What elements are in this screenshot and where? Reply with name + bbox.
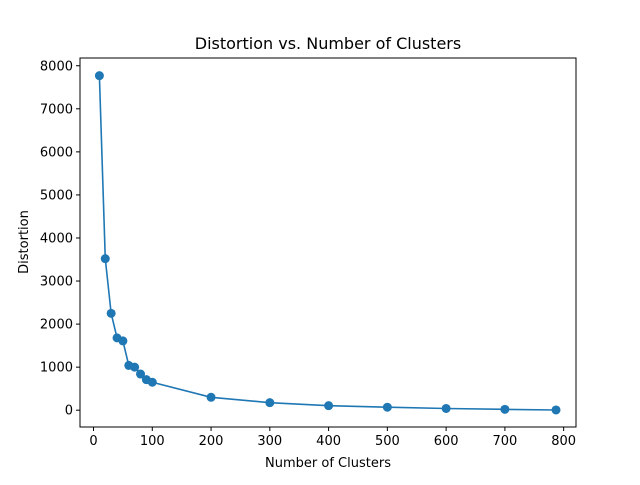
y-tick-label: 7000 — [40, 102, 73, 117]
data-point — [382, 402, 392, 412]
axes-frame — [79, 57, 577, 428]
data-point — [551, 405, 561, 415]
y-tick-label: 3000 — [40, 275, 73, 290]
data-point — [500, 404, 510, 414]
plot-area — [94, 71, 561, 415]
x-tick-label: 400 — [316, 434, 341, 449]
x-tick-label: 200 — [199, 434, 224, 449]
data-point — [441, 403, 451, 413]
data-point — [106, 308, 116, 318]
x-tick-label: 0 — [89, 434, 97, 449]
chart-title: Distortion vs. Number of Clusters — [195, 34, 461, 53]
data-point — [130, 362, 140, 372]
y-tick-label: 6000 — [40, 145, 73, 160]
data-point — [118, 336, 128, 346]
y-tick-label: 0 — [65, 404, 73, 419]
y-tick-label: 5000 — [40, 188, 73, 203]
y-tick-label: 8000 — [40, 59, 73, 74]
data-point — [94, 71, 104, 81]
data-point — [100, 254, 110, 264]
y-tick-label: 2000 — [40, 318, 73, 333]
x-tick-label: 800 — [551, 434, 576, 449]
x-tick-label: 300 — [257, 434, 282, 449]
data-point — [265, 398, 275, 408]
x-axis: 0 100 200 300 400 500 600 700 800 — [89, 427, 576, 449]
x-tick-label: 600 — [434, 434, 459, 449]
x-axis-label: Number of Clusters — [265, 456, 391, 471]
data-point — [136, 369, 146, 379]
y-axis: 0 1000 2000 3000 4000 5000 6000 7000 8000 — [40, 59, 80, 419]
data-point — [147, 377, 157, 387]
data-point — [206, 392, 216, 402]
y-tick-label: 4000 — [40, 231, 73, 246]
x-tick-label: 700 — [492, 434, 517, 449]
x-tick-label: 100 — [140, 434, 165, 449]
data-point — [324, 401, 334, 411]
x-tick-label: 500 — [375, 434, 400, 449]
y-tick-label: 1000 — [40, 361, 73, 376]
y-axis-label: Distortion — [17, 210, 32, 274]
